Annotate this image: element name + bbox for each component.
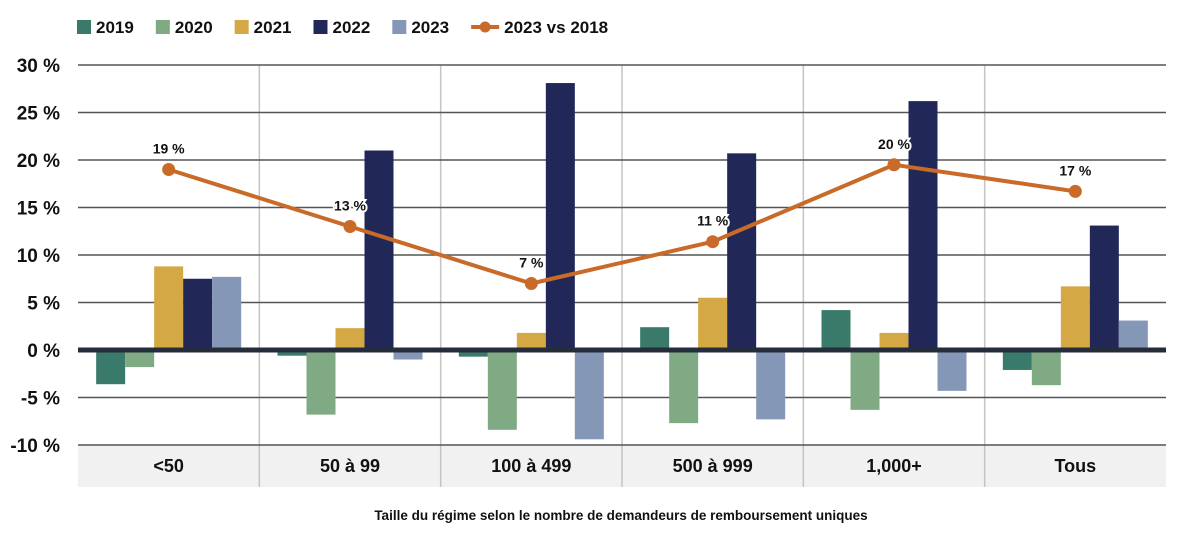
- y-tick-label: 30 %: [17, 56, 60, 77]
- y-tick-label: -10 %: [10, 436, 60, 457]
- bar-2019-0: [96, 350, 126, 385]
- bar-2019-4: [821, 310, 851, 350]
- bar-2021-1: [335, 328, 365, 350]
- legend-item-2020: 2020: [155, 18, 213, 37]
- legend-item-2023-vs-2018: 2023 vs 2018: [471, 18, 608, 37]
- bar-2022-4: [908, 101, 938, 350]
- bar-2022-2: [545, 83, 575, 351]
- data-label: 11 %: [697, 213, 729, 229]
- bar-2019-3: [640, 327, 670, 350]
- bar-2023-5: [1118, 320, 1148, 350]
- line-point: [1068, 184, 1082, 198]
- bar-2023-3: [756, 350, 786, 420]
- category-label: 1,000+: [866, 456, 922, 476]
- legend-marker: [479, 21, 491, 33]
- category-labels: <50 50 à 99 100 à 499 500 à 999 1,000+ Tous: [153, 456, 1096, 476]
- bar-2020-3: [669, 350, 699, 424]
- line-point: [343, 220, 357, 233]
- legend-swatch: [77, 20, 91, 34]
- bar-2023-4: [937, 350, 967, 391]
- trend-line: 19 % 13 % 7 % 11 % 20 % 17 %: [151, 134, 1094, 290]
- legend-item-2021: 2021: [234, 18, 292, 37]
- y-tick-label: 5 %: [27, 294, 60, 315]
- y-tick-label: 10 %: [17, 246, 60, 267]
- category-label: Tous: [1054, 456, 1096, 476]
- bar-2023-1: [393, 350, 423, 360]
- line-2023-vs-2018: [168, 162, 1076, 286]
- legend: 2019 2020 2021 2022 2023 2023 vs 2018: [77, 18, 608, 37]
- legend-swatch: [234, 20, 249, 34]
- bar-2020-5: [1031, 350, 1061, 386]
- bar-2020-0: [125, 350, 155, 368]
- bar-2021-5: [1060, 286, 1090, 350]
- y-tick-label: 0 %: [27, 341, 60, 362]
- category-label: <50: [153, 456, 184, 476]
- bar-2021-4: [879, 332, 909, 350]
- legend-label: 2020: [175, 18, 213, 37]
- bar-2021-2: [516, 332, 546, 350]
- x-axis-label: Taille du régime selon le nombre de dema…: [374, 508, 867, 523]
- bar-2023-0: [212, 276, 242, 350]
- line-point: [524, 277, 538, 290]
- y-tick-label: 20 %: [17, 151, 60, 172]
- bar-2022-5: [1089, 225, 1119, 350]
- category-label: 50 à 99: [320, 456, 380, 476]
- bar-2019-5: [1002, 350, 1032, 370]
- data-label: 19 %: [153, 141, 185, 157]
- legend-label: 2021: [254, 18, 292, 37]
- legend-label: 2022: [332, 18, 370, 37]
- legend-swatch: [313, 20, 328, 34]
- line-point: [162, 163, 176, 176]
- y-tick-label: 25 %: [17, 104, 60, 125]
- bar-2019-2: [458, 350, 488, 357]
- legend-item-2022: 2022: [313, 18, 370, 37]
- zero-axis-line: [78, 347, 1166, 353]
- bar-2022-1: [364, 150, 394, 350]
- bar-2022-0: [183, 278, 213, 350]
- legend-label: 2023: [411, 18, 449, 37]
- bar-2022-3: [727, 153, 757, 350]
- y-tick-label: 15 %: [17, 199, 60, 220]
- data-label: 13 %: [334, 198, 366, 214]
- data-label: 17 %: [1059, 162, 1091, 178]
- legend-swatch: [155, 20, 170, 34]
- y-tick-label: -5 %: [21, 389, 60, 410]
- bars: [96, 83, 1148, 440]
- zero-line: [78, 347, 1166, 353]
- category-label: 100 à 499: [491, 456, 571, 476]
- legend-item-2023: 2023: [392, 18, 449, 37]
- legend-label: 2019: [96, 18, 134, 37]
- legend-label: 2023 vs 2018: [504, 18, 608, 37]
- bar-2021-0: [154, 266, 184, 350]
- legend-swatch: [392, 20, 407, 34]
- bar-2020-2: [487, 350, 517, 430]
- bar-2021-3: [698, 297, 728, 350]
- y-axis-ticks: 30 % 25 % 20 % 15 % 10 % 5 % 0 % -5 % -10 %: [10, 56, 60, 457]
- bar-2019-1: [277, 350, 307, 356]
- data-label: 7 %: [519, 255, 544, 271]
- line-point: [887, 158, 901, 172]
- bar-2020-4: [850, 350, 880, 410]
- bar-2020-1: [306, 350, 336, 415]
- line-point: [706, 235, 720, 249]
- category-label: 500 à 999: [673, 456, 753, 476]
- data-label: 20 %: [878, 136, 910, 152]
- bar-2023-2: [574, 350, 604, 440]
- gridlines: [78, 64, 1166, 487]
- legend-item-2019: 2019: [77, 18, 134, 37]
